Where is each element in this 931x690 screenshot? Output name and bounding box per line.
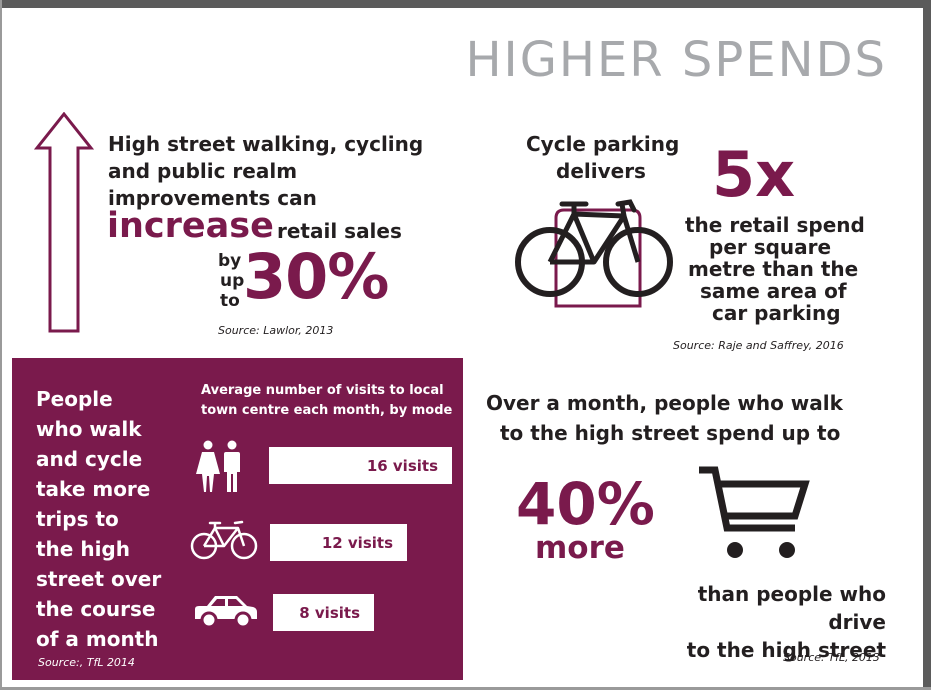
- chart-caption: Average number of visits to local town c…: [201, 383, 453, 418]
- section1-line: High street walking, cycling: [108, 132, 424, 156]
- bar-label: 8 visits: [299, 603, 360, 622]
- more-text: more: [535, 530, 625, 566]
- bicycle-with-stand-icon: [515, 199, 673, 308]
- increase-highlight: increase: [107, 206, 274, 246]
- up-text: up: [220, 271, 245, 291]
- to-text: to: [220, 291, 240, 311]
- section1-line: improvements can: [108, 186, 317, 210]
- section2-detail-line: car parking: [712, 301, 841, 325]
- frame-right-border: [923, 0, 931, 690]
- section2-detail-line: metre than the: [688, 257, 859, 281]
- page-title: HIGHER SPENDS: [465, 32, 887, 88]
- section2-detail-line: same area of: [700, 279, 847, 303]
- frame-top-border: [0, 0, 931, 8]
- five-x-stat: 5x: [712, 138, 796, 211]
- shopping-cart-icon: [699, 466, 810, 558]
- section2-detail-line: per square: [709, 235, 832, 259]
- section4-heading: Over a month, people who walk to the hig…: [486, 391, 843, 445]
- visits-bar-car: 8 visits: [273, 594, 374, 631]
- section1-line: and public realm: [108, 159, 298, 183]
- source-lawlor: Source: Lawlor, 2013: [218, 324, 334, 337]
- section3-text: People who walk and cycle take more trip…: [36, 387, 162, 651]
- visits-bar-walking: 16 visits: [269, 447, 452, 484]
- by-text: by: [218, 251, 242, 271]
- delivers-text: delivers: [556, 159, 646, 183]
- source-tfl-2013: Source: TfL, 2013: [783, 651, 880, 664]
- forty-percent-stat: 40%: [516, 470, 655, 538]
- cycle-parking-text: Cycle parking: [526, 132, 680, 156]
- pedestrians-icon: [196, 440, 240, 492]
- retail-sales-text: retail sales: [277, 219, 402, 243]
- bicycle-icon: [190, 520, 258, 560]
- frame-bottom-border: [0, 687, 931, 690]
- up-arrow-icon: [34, 112, 94, 333]
- bar-label: 12 visits: [321, 533, 393, 552]
- thirty-percent-stat: 30%: [243, 240, 389, 313]
- source-raje-saffrey: Source: Raje and Saffrey, 2016: [673, 339, 844, 352]
- bar-label: 16 visits: [366, 456, 438, 475]
- frame-left-border: [0, 0, 2, 690]
- source-tfl-2014: Source:, TfL 2014: [38, 656, 135, 669]
- section2-detail-line: the retail spend: [685, 213, 865, 237]
- section4-tail: than people who drive to the high street: [686, 582, 886, 662]
- visits-bar-cycling: 12 visits: [270, 524, 407, 561]
- car-icon: [195, 596, 257, 629]
